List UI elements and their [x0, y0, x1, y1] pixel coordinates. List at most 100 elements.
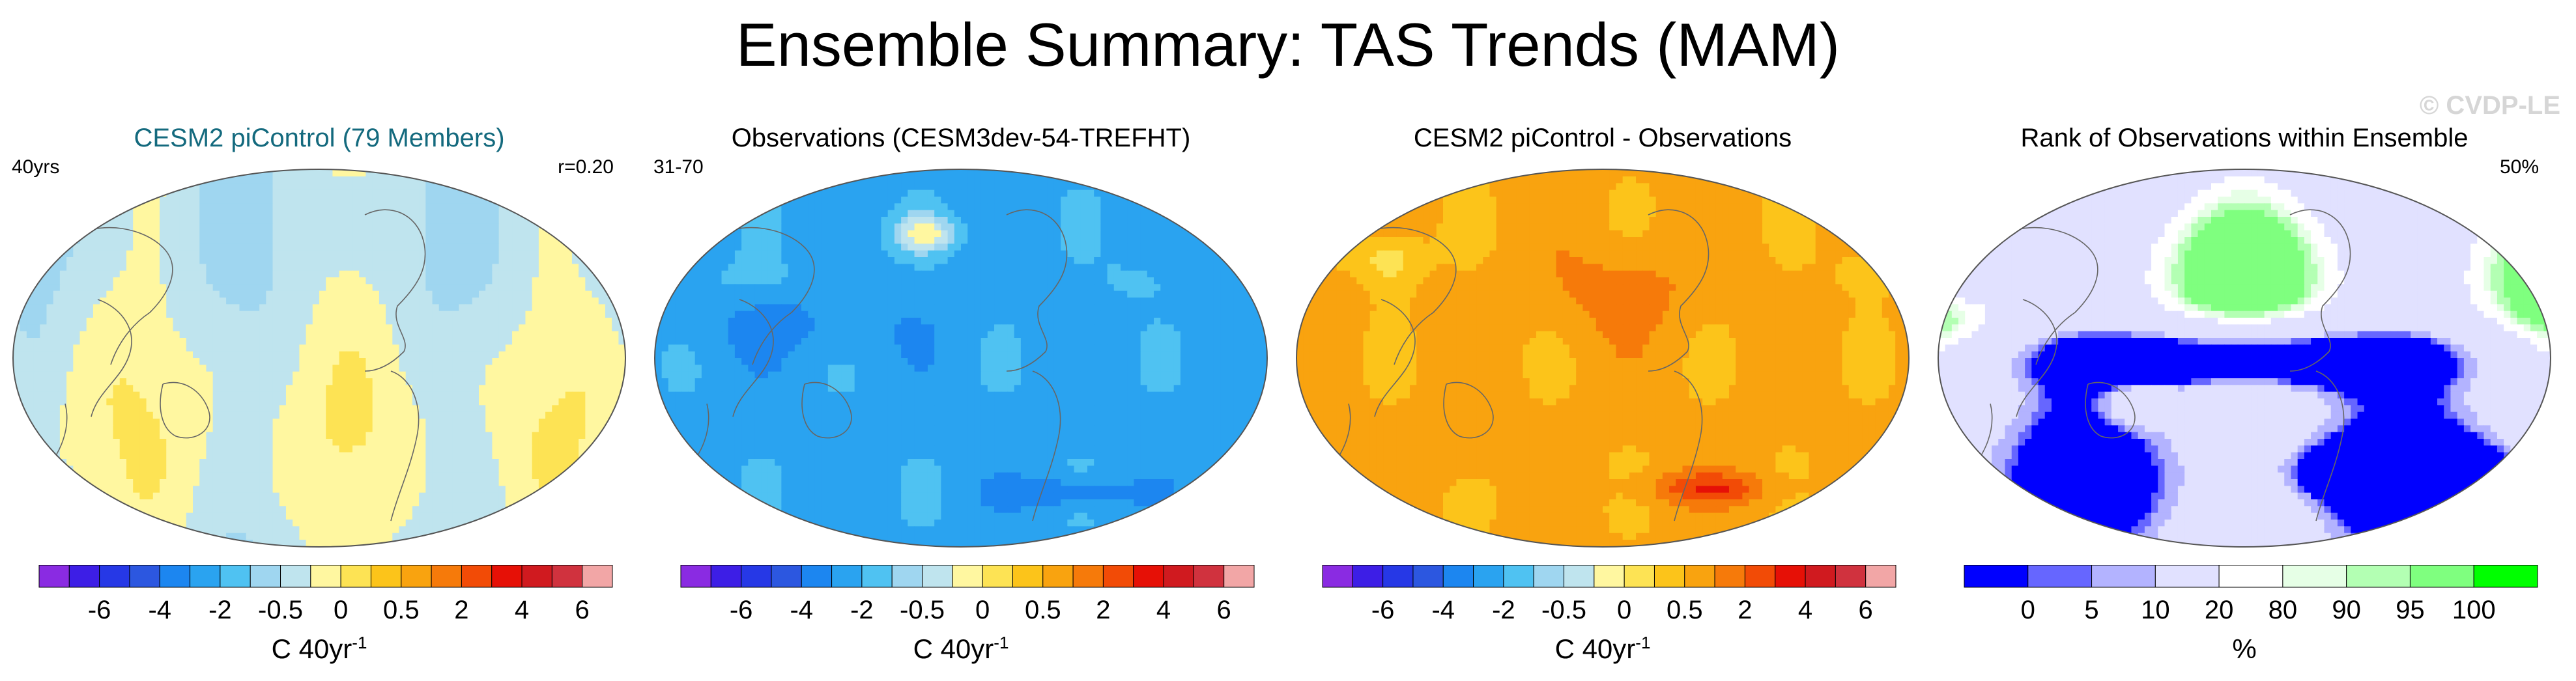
map-cell — [332, 210, 340, 217]
map-cell — [259, 499, 266, 507]
map-cell — [79, 486, 87, 493]
map-cell — [465, 391, 473, 399]
map-cell — [126, 230, 134, 238]
map-cell — [492, 365, 500, 372]
map-cell — [33, 391, 40, 399]
map-cell — [13, 492, 21, 500]
map-cell — [160, 445, 167, 453]
map-cell — [332, 439, 340, 446]
map-cell — [73, 486, 81, 493]
map-cell — [26, 499, 34, 507]
map-cell — [152, 472, 160, 480]
map-cell — [532, 351, 539, 359]
map-cell — [419, 419, 426, 426]
map-cell — [312, 479, 320, 486]
map-cell — [438, 183, 446, 191]
map-cell — [498, 237, 506, 244]
map-cell — [438, 338, 446, 345]
map-cell — [246, 459, 253, 466]
map-cell — [625, 365, 633, 372]
map-cell — [20, 445, 27, 453]
map-cell — [485, 445, 493, 453]
map-cell — [479, 479, 486, 486]
map-cell — [166, 169, 174, 177]
map-cell — [438, 230, 446, 238]
map-cell — [206, 189, 214, 197]
map-cell — [525, 324, 533, 332]
map-cell — [79, 452, 87, 460]
map-cell — [605, 311, 612, 318]
map-cell — [519, 419, 526, 426]
map-cell — [199, 169, 207, 171]
map-cell — [485, 189, 493, 197]
map-cell — [160, 391, 167, 399]
map-cell — [598, 385, 606, 393]
map-cell — [13, 492, 14, 500]
map-cell — [359, 351, 367, 359]
map-cell — [239, 311, 247, 318]
map-cell — [505, 472, 513, 480]
map-cell — [505, 432, 513, 439]
map-cell — [399, 472, 407, 480]
map-cell — [505, 243, 513, 251]
map-cell — [206, 466, 214, 473]
map-cell — [485, 176, 493, 184]
map-cell — [93, 176, 100, 184]
map-cell — [618, 298, 625, 305]
map-cell — [485, 250, 493, 258]
map-cell — [519, 176, 526, 184]
map-cell — [352, 499, 360, 507]
map-cell — [226, 405, 233, 413]
map-cell — [612, 486, 619, 493]
map-cell — [592, 277, 599, 285]
map-cell — [100, 203, 107, 211]
map-cell — [345, 197, 353, 204]
map-cell — [472, 365, 479, 372]
map-cell — [240, 156, 247, 163]
map-cell — [179, 365, 187, 372]
map-cell — [512, 264, 519, 271]
map-cell — [272, 398, 280, 406]
map-cell — [312, 398, 320, 406]
map-cell — [186, 351, 193, 359]
map-cell — [306, 237, 313, 244]
map-cell — [386, 492, 393, 500]
map-cell — [392, 385, 400, 393]
map-cell — [512, 203, 519, 211]
map-cell — [452, 378, 459, 385]
map-cell — [259, 290, 266, 298]
map-cell — [525, 257, 533, 264]
map-cell — [545, 459, 552, 466]
map-cell — [379, 203, 386, 211]
map-cell — [532, 210, 539, 217]
map-cell — [20, 284, 27, 292]
map-cell — [113, 257, 121, 264]
figure-title: Ensemble Summary: TAS Trends (MAM) — [0, 9, 2576, 81]
map-cell — [272, 176, 280, 184]
map-cell — [13, 419, 21, 426]
map-cell — [465, 257, 473, 264]
map-cell — [472, 405, 479, 413]
map-cell — [479, 223, 486, 231]
map-cell — [412, 169, 420, 177]
map-cell — [525, 270, 533, 278]
map-cell — [133, 217, 140, 224]
map-cell — [246, 243, 253, 251]
map-cell — [100, 311, 107, 318]
map-cell — [512, 405, 519, 413]
map-cell — [40, 358, 48, 365]
map-cell — [186, 176, 193, 184]
map-cell — [13, 197, 21, 204]
map-cell — [26, 230, 34, 238]
map-cell — [479, 203, 486, 211]
map-cell — [226, 479, 233, 486]
map-cell — [585, 318, 593, 325]
map-cell — [405, 445, 413, 453]
map-cell — [173, 223, 180, 231]
map-cell — [632, 311, 638, 318]
map-cell — [359, 371, 367, 379]
map-cell — [352, 425, 360, 433]
map-cell — [498, 331, 506, 339]
map-cell — [319, 432, 326, 439]
map-cell — [579, 459, 586, 466]
